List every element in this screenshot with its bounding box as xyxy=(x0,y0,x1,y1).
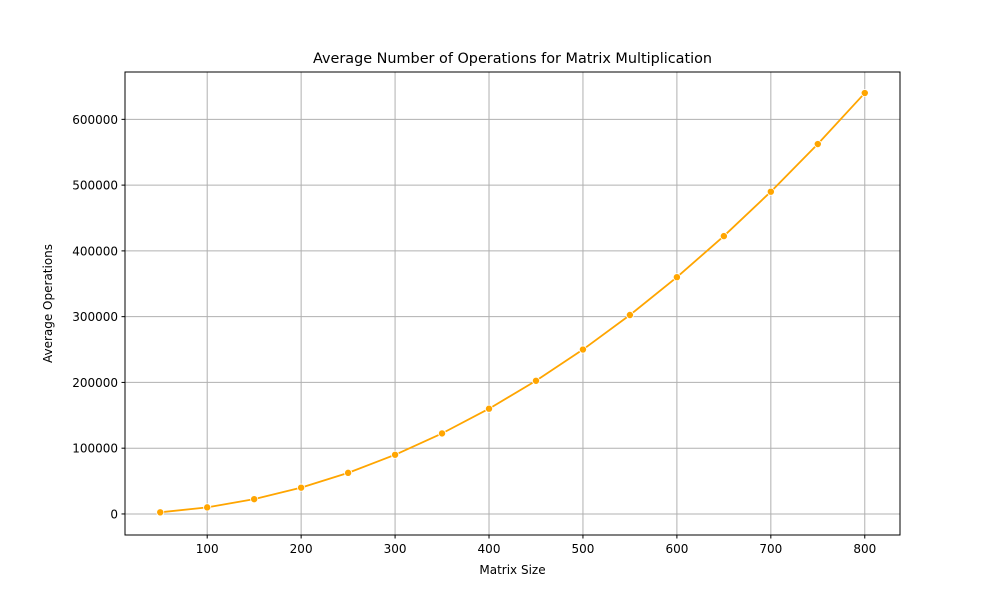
data-point xyxy=(156,508,165,517)
x-axis-label: Matrix Size xyxy=(479,563,545,577)
data-point xyxy=(766,187,775,196)
data-point xyxy=(344,468,353,477)
chart-title: Average Number of Operations for Matrix … xyxy=(313,51,712,67)
y-tick-label: 400000 xyxy=(72,244,118,258)
x-tick-label: 100 xyxy=(196,542,219,556)
x-tick-label: 200 xyxy=(290,542,313,556)
x-tick-label: 700 xyxy=(759,542,782,556)
data-point xyxy=(297,483,306,492)
data-point xyxy=(203,503,212,512)
y-tick-label: 600000 xyxy=(72,113,118,127)
data-point xyxy=(250,495,259,504)
data-point xyxy=(813,140,822,149)
data-point xyxy=(485,404,494,413)
y-tick-label: 100000 xyxy=(72,442,118,456)
data-point xyxy=(719,232,728,241)
x-tick-label: 500 xyxy=(572,542,595,556)
data-point xyxy=(860,89,869,98)
series-layer xyxy=(156,89,869,517)
grid xyxy=(125,72,900,535)
x-tick-label: 800 xyxy=(853,542,876,556)
y-tick-label: 500000 xyxy=(72,179,118,193)
y-tick-label: 300000 xyxy=(72,310,118,324)
x-tick-label: 400 xyxy=(478,542,501,556)
data-point xyxy=(438,429,447,438)
y-tick-label: 0 xyxy=(110,507,118,521)
plot-frame xyxy=(124,71,901,536)
series-line xyxy=(160,92,866,514)
data-point xyxy=(531,376,540,385)
data-point xyxy=(391,450,400,459)
x-tick-label: 600 xyxy=(665,542,688,556)
y-axis-ticks: 0 100000 200000 300000 400000 500000 600000 xyxy=(72,113,125,521)
y-axis-label: Average Operations xyxy=(41,244,55,363)
y-tick-label: 200000 xyxy=(72,376,118,390)
data-point xyxy=(578,345,587,354)
x-tick-label: 300 xyxy=(384,542,407,556)
data-point xyxy=(625,311,634,320)
data-point xyxy=(672,273,681,282)
x-axis-ticks: 100 200 300 400 500 600 700 800 xyxy=(196,535,876,556)
